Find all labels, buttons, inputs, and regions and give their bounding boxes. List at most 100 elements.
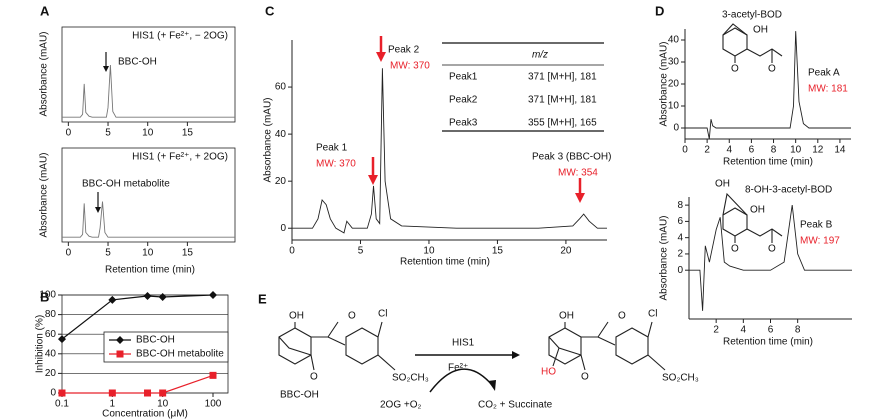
y-tick-label: 80 <box>45 309 57 320</box>
legend-marker <box>116 350 124 358</box>
table-header: m/z <box>532 50 548 61</box>
x-tick-label: 0 <box>66 248 72 259</box>
bond <box>552 347 560 367</box>
y-tick-label: 4 <box>677 232 683 243</box>
ring <box>278 327 312 365</box>
y-tick-label: 40 <box>275 129 287 140</box>
annotation: MW: 181 <box>808 84 848 95</box>
x-tick-label: 8 <box>795 325 801 336</box>
ring <box>548 327 582 365</box>
bond <box>647 354 666 371</box>
data-point <box>158 292 167 301</box>
y-tick-label: 0 <box>50 388 56 399</box>
data-point <box>209 371 217 379</box>
structure-sketches <box>278 23 783 393</box>
y-axis-label: Absorbance (mAU) <box>659 41 670 126</box>
atom-label: SO₂CH₃ <box>392 373 429 384</box>
cosubstrates: 2OG +O₂ <box>380 400 422 411</box>
atom-label: O <box>768 64 776 75</box>
legend-marker <box>116 336 124 344</box>
x-tick-label: 2 <box>704 145 710 156</box>
annotation: Peak 1 <box>316 143 348 154</box>
annotation: Peak B <box>800 220 833 231</box>
chart-title: 8-OH-3-acetyl-BOD <box>745 185 832 196</box>
y-tick-label: 0 <box>677 265 683 276</box>
x-tick-label: 8 <box>771 145 777 156</box>
atom-label: OH <box>559 311 574 322</box>
data-point <box>108 389 116 397</box>
y-tick-label: 40 <box>668 35 680 46</box>
bridge <box>278 336 312 356</box>
atom-label: OH <box>715 179 730 190</box>
table-cell: 371 [M+H], 181 <box>528 95 597 106</box>
acetyl <box>746 48 783 57</box>
y-tick-label: 100 <box>39 290 56 301</box>
y-tick-label: 0 <box>673 123 679 134</box>
data-point <box>58 335 66 344</box>
y-tick-label: 40 <box>45 348 57 359</box>
substrate-name: BBC-OH <box>280 390 319 401</box>
bond <box>580 354 586 371</box>
bond <box>377 354 396 371</box>
x-tick-label: 0 <box>289 246 295 257</box>
y-tick-label: 20 <box>668 79 680 90</box>
x-tick-label: 2 <box>713 325 719 336</box>
curved-arrow <box>429 368 493 393</box>
table-cell: 371 [M+H], 181 <box>528 72 597 83</box>
data-point <box>144 389 152 397</box>
arrow-head <box>575 193 585 203</box>
atom-label: Cl <box>378 309 387 320</box>
atom-label: O <box>618 311 626 322</box>
coproducts: CO₂ + Succinate <box>478 400 553 411</box>
bond <box>647 321 653 338</box>
data-line <box>62 201 235 238</box>
x-tick-label: 10 <box>157 399 169 410</box>
x-axis-label: Retention time (min) <box>723 157 813 168</box>
arrow-head <box>368 175 378 185</box>
data-point <box>108 295 117 304</box>
x-axis-label: Retention time (min) <box>105 265 195 276</box>
y-axis-label: Absorbance (mAU) <box>263 97 274 182</box>
chart-title: HIS1 (+ Fe²⁺, − 2OG) <box>132 31 228 42</box>
y-tick-label: 30 <box>668 57 680 68</box>
x-tick-label: 10 <box>142 248 154 259</box>
acetyl <box>746 228 783 237</box>
atom-label: OH <box>289 311 304 322</box>
x-tick-label: 14 <box>834 145 846 156</box>
y-axis-label: Absorbance (mAU) <box>39 152 50 237</box>
x-tick-label: 0 <box>682 145 688 156</box>
x-tick-label: 12 <box>812 145 824 156</box>
table-cell: 355 [M+H], 165 <box>528 118 597 129</box>
annotation: Peak 3 (BBC-OH) <box>532 152 611 163</box>
atom-label: OH <box>750 205 765 216</box>
bond <box>311 336 346 346</box>
annotation: MW: 354 <box>558 168 598 179</box>
data-line <box>62 64 235 118</box>
y-tick-label: 6 <box>677 216 683 227</box>
annotation: MW: 197 <box>800 236 840 247</box>
atom-label: Cl <box>648 309 657 320</box>
data-point <box>209 291 217 299</box>
chart-title: HIS1 (+ Fe²⁺, + 2OG) <box>132 152 228 163</box>
x-tick-label: 15 <box>182 128 194 139</box>
data-line <box>685 31 851 140</box>
atom-label: O <box>731 64 739 75</box>
annotation: Peak 2 <box>388 45 420 56</box>
plot-frame <box>61 147 236 243</box>
bond <box>581 336 616 346</box>
x-tick-label: 4 <box>741 325 747 336</box>
benzene <box>345 327 379 365</box>
table-cell: Peak1 <box>449 72 478 83</box>
annotation: MW: 370 <box>316 159 356 170</box>
plot-frame <box>61 26 236 123</box>
y-axis-label: Absorbance (mAU) <box>659 215 670 300</box>
arrow-head <box>376 52 386 62</box>
legend-box <box>103 331 229 363</box>
atom-label: O <box>731 244 739 255</box>
x-tick-label: 6 <box>768 325 774 336</box>
table-cell: Peak2 <box>449 95 478 106</box>
atom-label: O <box>768 244 776 255</box>
data-point <box>58 389 66 397</box>
x-tick-label: 0.1 <box>55 399 69 410</box>
x-tick-label: 5 <box>105 248 111 259</box>
